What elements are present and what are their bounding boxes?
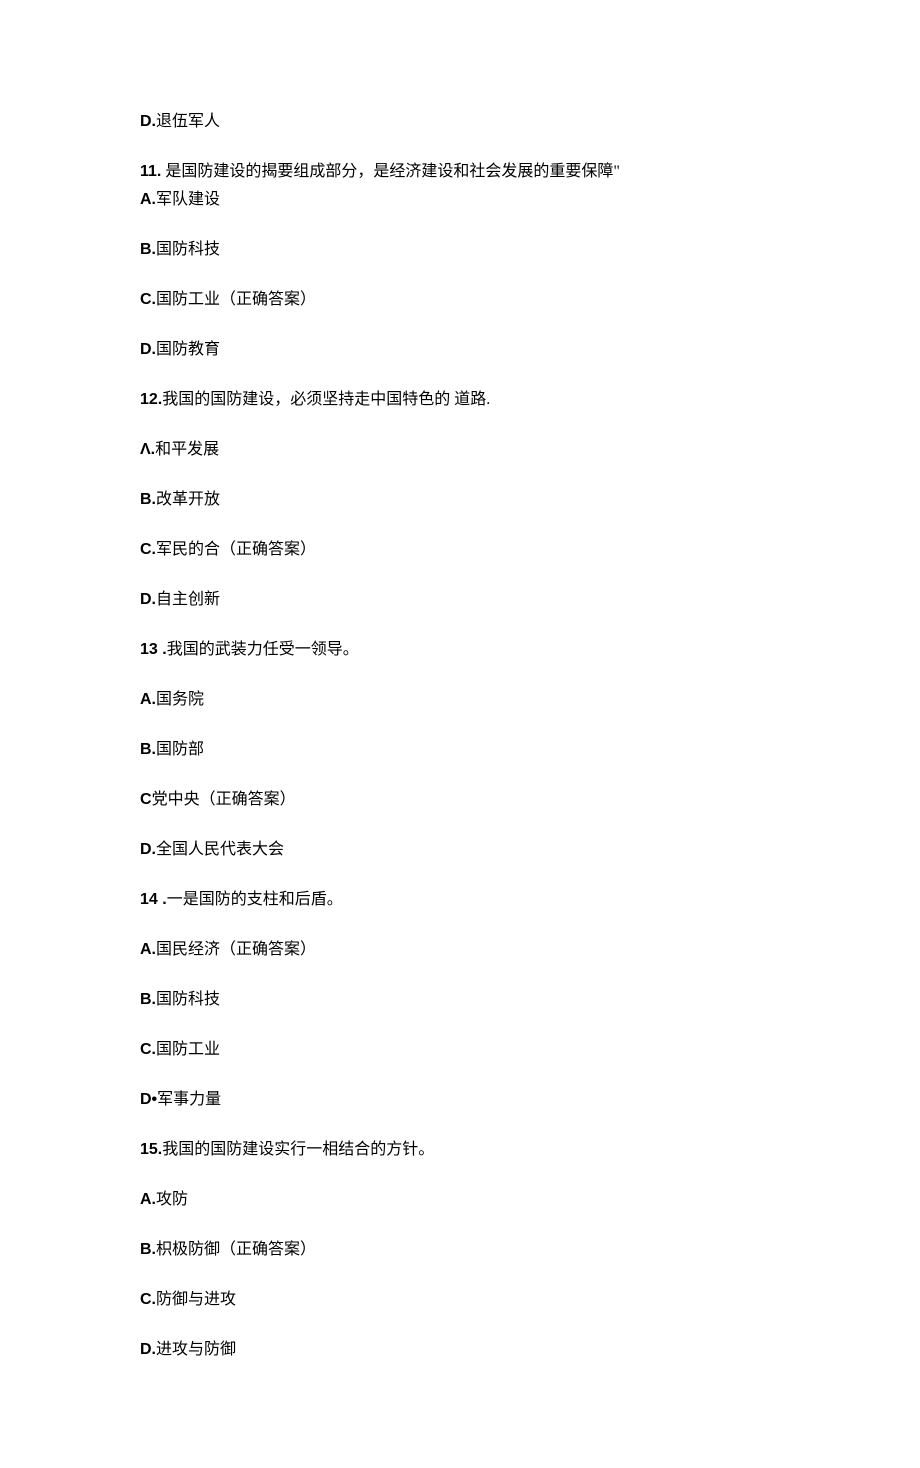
question-text: 我国的国防建设，必须坚持走中国特色的 道路. — [162, 391, 490, 408]
option-label: A. — [140, 691, 156, 708]
option-label: B. — [140, 241, 156, 258]
option-label: B. — [140, 991, 156, 1008]
question-line: 11. 是国防建设的揭要组成部分，是经济建设和社会发展的重要保障" — [140, 160, 780, 184]
option-label: A. — [140, 191, 156, 208]
question-line: 12.我国的国防建设，必须坚持走中国特色的 道路. — [140, 388, 780, 412]
option-line: A.攻防 — [140, 1188, 780, 1212]
option-label: C — [140, 791, 152, 808]
option-text: 党中央（正确答案） — [152, 791, 296, 808]
question-text: 我国的武装力任受一领导。 — [167, 641, 359, 658]
option-label: D. — [140, 1341, 156, 1358]
question-line: 14 .一是国防的支柱和后盾。 — [140, 888, 780, 912]
option-label: D. — [140, 113, 156, 130]
option-text: 退伍军人 — [156, 113, 220, 130]
option-label: B. — [140, 491, 156, 508]
option-text: 国防科技 — [156, 241, 220, 258]
option-line: A.国务院 — [140, 688, 780, 712]
question-number: 14 . — [140, 891, 167, 908]
option-text: 攻防 — [156, 1191, 188, 1208]
question-number: 12. — [140, 391, 162, 408]
option-line: B.国防科技 — [140, 988, 780, 1012]
option-line: B.改革开放 — [140, 488, 780, 512]
option-label: Λ. — [140, 441, 155, 458]
option-text: 军民的合（正确答案） — [156, 541, 316, 558]
option-line: D•军事力量 — [140, 1088, 780, 1112]
option-label: C. — [140, 541, 156, 558]
option-line: A.国民经济（正确答案） — [140, 938, 780, 962]
question-text: 是国防建设的揭要组成部分，是经济建设和社会发展的重要保障" — [161, 163, 620, 180]
option-label: C. — [140, 1041, 156, 1058]
question-number: 11. — [140, 163, 161, 180]
option-label: A. — [140, 1191, 156, 1208]
option-text: 防御与进攻 — [156, 1291, 236, 1308]
option-text: 进攻与防御 — [156, 1341, 236, 1358]
option-line: B.枳极防御（正确答案） — [140, 1238, 780, 1262]
option-text: 国防教育 — [156, 341, 220, 358]
option-line: C.国防工业 — [140, 1038, 780, 1062]
option-line: D.退伍军人 — [140, 110, 780, 134]
option-line: C党中央（正确答案） — [140, 788, 780, 812]
option-text: 改革开放 — [156, 491, 220, 508]
question-text: 我国的国防建设实行一相结合的方针。 — [162, 1141, 434, 1158]
option-label: D. — [140, 341, 156, 358]
option-line: B.国防部 — [140, 738, 780, 762]
question-number: 15. — [140, 1141, 162, 1158]
option-label: A. — [140, 941, 156, 958]
question-line: 13 .我国的武装力任受一领导。 — [140, 638, 780, 662]
option-text: 枳极防御（正确答案） — [156, 1241, 316, 1258]
option-label: D. — [140, 841, 156, 858]
option-text: 国防部 — [156, 741, 204, 758]
option-label: C. — [140, 291, 156, 308]
question-number: 13 . — [140, 641, 167, 658]
option-text: 国务院 — [156, 691, 204, 708]
option-label: C. — [140, 1291, 156, 1308]
option-line: D.全国人民代表大会 — [140, 838, 780, 862]
option-line: A.军队建设 — [140, 188, 780, 212]
option-text: 军事力量 — [157, 1091, 221, 1108]
question-line: 15.我国的国防建设实行一相结合的方针。 — [140, 1138, 780, 1162]
option-label: B. — [140, 1241, 156, 1258]
option-label: D• — [140, 1091, 157, 1108]
option-line: Λ.和平发展 — [140, 438, 780, 462]
option-text: 全国人民代表大会 — [156, 841, 284, 858]
option-text: 自主创新 — [156, 591, 220, 608]
option-text: 军队建设 — [156, 191, 220, 208]
option-label: D. — [140, 591, 156, 608]
option-label: B. — [140, 741, 156, 758]
option-line: C.防御与进攻 — [140, 1288, 780, 1312]
option-line: D.自主创新 — [140, 588, 780, 612]
option-line: B.国防科技 — [140, 238, 780, 262]
option-text: 国防工业（正确答案） — [156, 291, 316, 308]
option-text: 国防科技 — [156, 991, 220, 1008]
option-text: 国防工业 — [156, 1041, 220, 1058]
option-line: D.进攻与防御 — [140, 1338, 780, 1362]
option-line: D.国防教育 — [140, 338, 780, 362]
option-line: C.军民的合（正确答案） — [140, 538, 780, 562]
question-text: 一是国防的支柱和后盾。 — [167, 891, 343, 908]
option-text: 和平发展 — [155, 441, 219, 458]
option-line: C.国防工业（正确答案） — [140, 288, 780, 312]
option-text: 国民经济（正确答案） — [156, 941, 316, 958]
